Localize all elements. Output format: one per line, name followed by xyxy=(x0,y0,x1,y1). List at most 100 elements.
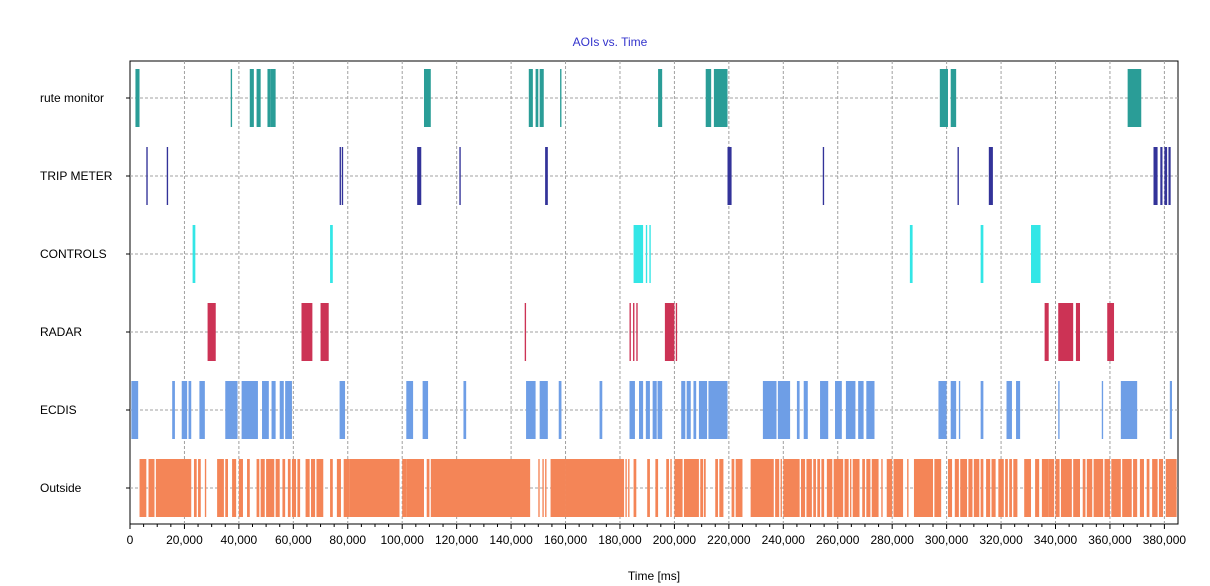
interval-bar xyxy=(422,381,429,439)
interval-bar xyxy=(1075,303,1081,361)
interval-bar xyxy=(297,459,301,517)
interval-bar xyxy=(204,459,207,517)
interval-bar xyxy=(817,459,821,517)
interval-bar xyxy=(139,459,147,517)
x-tick-label: 80,000 xyxy=(329,533,366,547)
interval-bar xyxy=(783,459,800,517)
interval-bar xyxy=(633,225,644,283)
interval-bar xyxy=(629,381,635,439)
interval-bar xyxy=(800,459,806,517)
interval-bar xyxy=(433,459,531,517)
interval-bar xyxy=(545,459,547,517)
interval-bar xyxy=(703,459,706,517)
x-tick-label: 280,000 xyxy=(870,533,914,547)
interval-bar xyxy=(1120,381,1138,439)
x-tick-label: 0 xyxy=(127,533,134,547)
interval-bar xyxy=(1016,381,1021,439)
interval-bar xyxy=(968,459,973,517)
interval-bar xyxy=(207,303,216,361)
interval-bar xyxy=(664,303,675,361)
interval-bar xyxy=(463,381,467,439)
interval-bar xyxy=(762,381,777,439)
interval-bar xyxy=(192,225,196,283)
interval-bar xyxy=(958,381,961,439)
interval-bar xyxy=(649,225,651,283)
interval-bar xyxy=(230,69,233,127)
interval-bar xyxy=(980,225,984,283)
plot-frame xyxy=(129,60,1179,525)
interval-bar xyxy=(430,459,434,517)
interval-bar xyxy=(459,147,461,205)
interval-bar xyxy=(866,381,875,439)
interval-bar xyxy=(1139,459,1144,517)
interval-bar xyxy=(146,147,148,205)
interval-bar xyxy=(731,459,735,517)
x-tick-label: 240,000 xyxy=(762,533,806,547)
interval-bar xyxy=(267,69,271,127)
interval-bar xyxy=(560,69,562,127)
interval-bar xyxy=(135,69,140,127)
interval-bar xyxy=(349,459,400,517)
interval-bar xyxy=(849,459,852,517)
interval-bar xyxy=(1111,459,1121,517)
x-tick-label: 60,000 xyxy=(275,533,312,547)
interval-bar xyxy=(698,381,708,439)
interval-bar xyxy=(539,69,544,127)
interval-bar xyxy=(708,381,728,439)
x-tick-label: 100,000 xyxy=(381,533,425,547)
interval-bar xyxy=(1122,459,1132,517)
interval-bar xyxy=(625,459,627,517)
interval-bar xyxy=(1127,69,1142,127)
interval-bar xyxy=(155,459,192,517)
interval-bar xyxy=(1169,381,1173,439)
interval-bar xyxy=(1133,459,1138,517)
interval-bar xyxy=(256,459,260,517)
interval-bar xyxy=(1048,459,1055,517)
interval-bar xyxy=(719,459,724,517)
interval-bar xyxy=(1073,459,1081,517)
interval-bar xyxy=(674,459,683,517)
x-tick-label: 220,000 xyxy=(707,533,751,547)
interval-bar xyxy=(1055,459,1060,517)
interval-bar xyxy=(907,459,909,517)
interval-bar xyxy=(1005,459,1008,517)
interval-bar xyxy=(871,459,879,517)
interval-bar xyxy=(803,381,808,439)
interval-bar xyxy=(683,459,699,517)
interval-bar xyxy=(1058,381,1060,439)
interval-bar xyxy=(1160,147,1163,205)
interval-bar xyxy=(1086,459,1093,517)
x-tick-label: 120,000 xyxy=(435,533,479,547)
interval-bar xyxy=(796,381,800,439)
interval-bar xyxy=(822,147,825,205)
interval-bar xyxy=(193,459,197,517)
interval-bar xyxy=(1158,459,1164,517)
interval-bar xyxy=(675,303,678,361)
interval-bar xyxy=(262,381,269,439)
category-label: Outside xyxy=(40,481,82,495)
interval-bar xyxy=(655,459,659,517)
interval-bar xyxy=(727,147,732,205)
interval-bar xyxy=(538,459,540,517)
interval-bar xyxy=(301,303,313,361)
interval-bar xyxy=(320,303,329,361)
interval-bar xyxy=(217,459,224,517)
interval-bar xyxy=(599,381,603,439)
interval-bar xyxy=(821,459,825,517)
interval-bar xyxy=(991,459,996,517)
interval-bar xyxy=(225,459,228,517)
interval-bar xyxy=(947,459,953,517)
interval-bar xyxy=(1101,381,1104,439)
interval-bar xyxy=(305,459,310,517)
interval-bar xyxy=(1031,225,1041,283)
x-tick-label: 300,000 xyxy=(925,533,969,547)
interval-bar xyxy=(535,69,539,127)
interval-bar xyxy=(539,381,548,439)
interval-bar xyxy=(166,147,169,205)
interval-bar xyxy=(705,69,712,127)
interval-bar xyxy=(524,303,527,361)
interval-bar xyxy=(426,459,430,517)
interval-bar xyxy=(633,459,637,517)
interval-bar xyxy=(287,459,291,517)
x-tick-label: 20,000 xyxy=(166,533,203,547)
